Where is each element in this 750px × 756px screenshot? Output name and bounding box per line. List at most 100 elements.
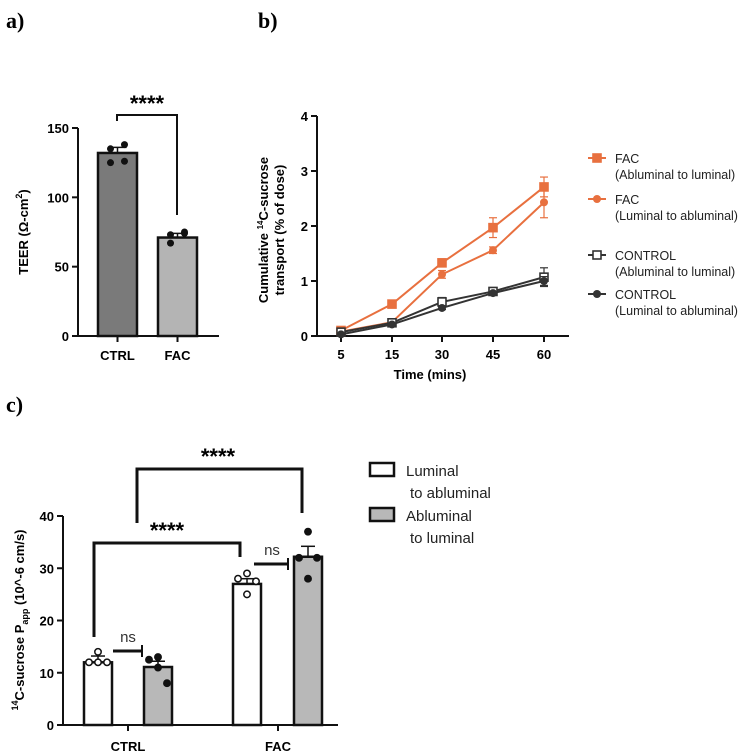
legend-sublabel: (Abluminal to luminal)	[615, 265, 735, 279]
data-point	[387, 299, 397, 309]
bar-fac-luminal	[231, 582, 263, 727]
data-point	[154, 653, 162, 662]
data-point	[540, 198, 548, 207]
y-axis-label-line2: transport (% of dose)	[272, 165, 287, 296]
legend-sublabel: (Luminal to abluminal)	[615, 209, 738, 223]
panel-label-a: a)	[6, 8, 24, 33]
data-point	[167, 239, 174, 247]
data-point	[489, 289, 497, 298]
legend-marker	[592, 250, 602, 260]
y-tick-label: 50	[55, 260, 69, 275]
legend-item-0: FAC (Abluminal to luminal)	[588, 152, 735, 182]
bar-fac	[156, 236, 199, 338]
y-tick-label: 1	[301, 274, 308, 289]
x-tick-label: FAC	[265, 739, 292, 754]
data-point	[167, 231, 174, 239]
data-point	[540, 277, 548, 285]
data-point	[252, 577, 260, 586]
data-point	[243, 569, 251, 578]
data-point	[437, 258, 447, 268]
y-axis-label: TEER (Ω-cm2)	[14, 189, 31, 275]
x-tick-label: 5	[337, 347, 344, 362]
data-point	[438, 303, 446, 312]
bar-ctrl-abluminal	[142, 665, 174, 727]
legend-sublabel: to abluminal	[410, 485, 491, 502]
legend-item-2: CONTROL (Abluminal to luminal)	[588, 249, 735, 279]
panel-c-papp-bar-chart: 14C-sucrose Papp (10^-6 cm/s) 0 10 20 30 40 L…	[10, 444, 491, 754]
data-point	[163, 679, 171, 688]
data-point	[337, 330, 345, 339]
y-tick-label: 3	[301, 164, 308, 179]
data-point	[313, 553, 321, 562]
y-tick-label: 150	[47, 121, 69, 136]
y-tick-label: 2	[301, 219, 308, 234]
ns-label-ctrl: ns	[120, 629, 136, 646]
legend-label: CONTROL	[615, 288, 676, 302]
legend-sublabel: to luminal	[410, 530, 474, 547]
data-point	[489, 246, 497, 255]
y-tick-label: 0	[62, 329, 69, 344]
legend-item-1: FAC (Luminal to abluminal)	[588, 193, 738, 223]
data-point	[103, 658, 111, 667]
x-tick-label: FAC	[165, 348, 192, 363]
y-tick-label: 10	[40, 666, 54, 681]
data-point	[304, 527, 312, 536]
x-tick-label: CTRL	[100, 348, 135, 363]
panel-label-c: c)	[6, 392, 23, 417]
data-point	[243, 590, 251, 599]
x-axis-label: Time (mins)	[394, 367, 467, 382]
data-point	[438, 270, 446, 279]
data-point	[234, 574, 242, 583]
x-tick-label: 45	[486, 347, 500, 362]
y-tick-label: 4	[301, 109, 309, 124]
legend-label: FAC	[615, 193, 639, 207]
y-axis-label-line1: Cumulative 14C-sucrose	[256, 157, 271, 303]
data-point	[94, 647, 102, 656]
legend-marker	[593, 195, 601, 203]
y-tick-label: 20	[40, 614, 54, 629]
legend-marker	[593, 290, 601, 298]
significance-stars: ****	[130, 91, 165, 116]
ns-label-fac: ns	[264, 542, 280, 559]
data-point	[488, 222, 498, 233]
legend-item-3: CONTROL (Luminal to abluminal)	[588, 288, 738, 318]
significance-stars-upper: ****	[201, 444, 236, 469]
bar-ctrl	[96, 151, 139, 338]
bar-ctrl-luminal	[82, 661, 114, 727]
data-point	[107, 145, 114, 153]
y-tick-label: 100	[47, 190, 69, 205]
data-point	[94, 658, 102, 667]
significance-bracket-upper	[135, 467, 304, 523]
x-tick-label: 15	[385, 347, 399, 362]
significance-bracket-lower	[92, 541, 242, 637]
panel-a-teer-bar-chart: TEER (Ω-cm2) 0 50 100 150 CTRL FAC ****	[14, 91, 219, 363]
data-point	[121, 157, 128, 165]
legend-sublabel: (Abluminal to luminal)	[615, 168, 735, 182]
y-tick-label: 40	[40, 509, 54, 524]
legend-label: Luminal	[406, 463, 459, 480]
x-tick-label: 60	[537, 347, 551, 362]
significance-bracket	[116, 114, 178, 215]
y-tick-label: 0	[47, 718, 54, 733]
panel-label-b: b)	[258, 8, 278, 33]
legend-label: FAC	[615, 152, 639, 166]
panel-b-transport-line-chart: Cumulative 14C-sucrose transport (% of d…	[256, 109, 738, 382]
data-point	[121, 141, 128, 149]
series-3	[337, 276, 548, 339]
legend-marker	[592, 153, 602, 163]
legend-sublabel: (Luminal to abluminal)	[615, 304, 738, 318]
legend-label: CONTROL	[615, 249, 676, 263]
significance-stars-lower: ****	[150, 518, 185, 543]
bar-fac-abluminal	[292, 555, 324, 727]
y-tick-label: 30	[40, 561, 54, 576]
x-tick-label: CTRL	[111, 739, 146, 754]
data-point	[107, 159, 114, 167]
data-point	[295, 553, 303, 562]
y-axis-label: 14C-sucrose Papp (10^-6 cm/s)	[10, 529, 30, 710]
legend-label: Abluminal	[406, 508, 472, 525]
data-point	[145, 655, 153, 664]
data-point	[388, 320, 396, 329]
x-tick-label: 30	[435, 347, 449, 362]
data-point	[304, 574, 312, 583]
